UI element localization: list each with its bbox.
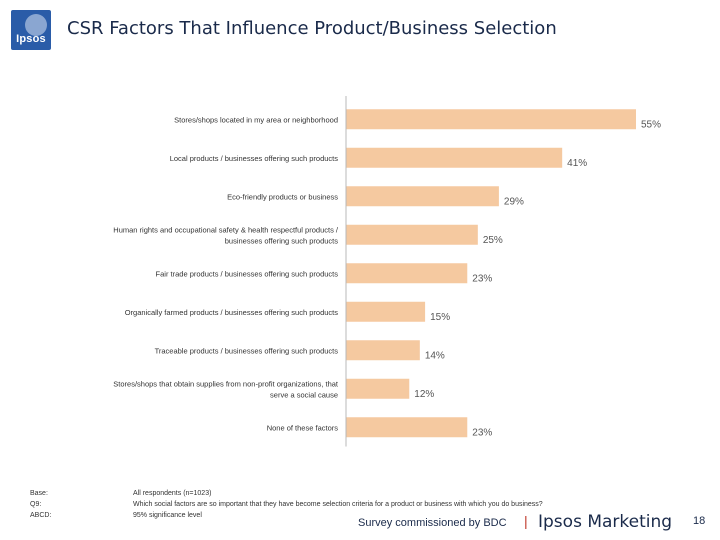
footer-question-text: Which social factors are so important th… — [133, 501, 543, 508]
bar-4 — [346, 224, 478, 245]
bar-1 — [346, 109, 636, 130]
footer-separator: | — [524, 513, 528, 529]
footer-label-abcd: ABCD: — [30, 512, 52, 519]
category-label-5-line-1: Fair trade products / businesses offerin… — [156, 269, 339, 278]
footer-label-q9: Q9: — [30, 501, 42, 508]
bar-9 — [346, 417, 468, 438]
bar-value-label-2: 41% — [567, 158, 587, 169]
category-label-6-line-1: Organically farmed products / businesses… — [125, 308, 339, 317]
bar-8 — [346, 378, 410, 399]
bar-3 — [346, 186, 499, 207]
category-label-9-line-1: None of these factors — [267, 423, 339, 432]
page-number: 18 — [693, 515, 706, 527]
category-label-1-line-1: Stores/shops located in my area or neigh… — [174, 115, 338, 124]
bar-6 — [346, 301, 426, 322]
footer-labels: Base: Q9: ABCD: — [30, 488, 51, 521]
logo-arc-icon — [25, 14, 47, 36]
ipsos-logo: Ipsos — [11, 10, 51, 50]
category-label-7-line-1: Traceable products / businesses offering… — [155, 346, 339, 355]
footer-texts: All respondents (n=1023) Which social fa… — [133, 488, 543, 521]
bar-value-label-7: 14% — [425, 350, 445, 361]
category-label-8-line-1: Stores/shops that obtain supplies from n… — [113, 379, 339, 388]
commission-text: Survey commissioned by BDC — [358, 517, 507, 529]
brand-name: Ipsos Marketing — [538, 512, 673, 532]
category-label-4-line-2: businesses offering such products — [225, 236, 339, 245]
logo-text: Ipsos — [16, 33, 46, 45]
bar-value-label-4: 25% — [483, 235, 503, 246]
category-label-8-line-2: serve a social cause — [270, 390, 338, 399]
bar-value-label-3: 29% — [504, 196, 524, 207]
footer-label-base: Base: — [30, 490, 48, 497]
bar-value-label-1: 55% — [641, 119, 661, 130]
bar-value-label-6: 15% — [430, 312, 450, 323]
bar-value-label-8: 12% — [414, 389, 434, 400]
bar-7 — [346, 340, 420, 361]
bar-chart: 55% Stores/shops located in my area or ne… — [113, 96, 661, 447]
bar-5 — [346, 263, 468, 284]
bars-group: 55% Stores/shops located in my area or ne… — [113, 109, 661, 438]
bar-value-label-9: 23% — [472, 427, 492, 438]
bar-2 — [346, 147, 563, 168]
footer-significance-text: 95% significance level — [133, 512, 202, 519]
footer-base-text: All respondents (n=1023) — [133, 490, 212, 497]
page-title: CSR Factors That Influence Product/Busin… — [67, 18, 557, 39]
category-label-2-line-1: Local products / businesses offering suc… — [170, 154, 339, 163]
category-label-4-line-1: Human rights and occupational safety & h… — [113, 225, 339, 234]
bar-value-label-5: 23% — [472, 273, 492, 284]
category-label-3-line-1: Eco-friendly products or business — [227, 192, 338, 201]
